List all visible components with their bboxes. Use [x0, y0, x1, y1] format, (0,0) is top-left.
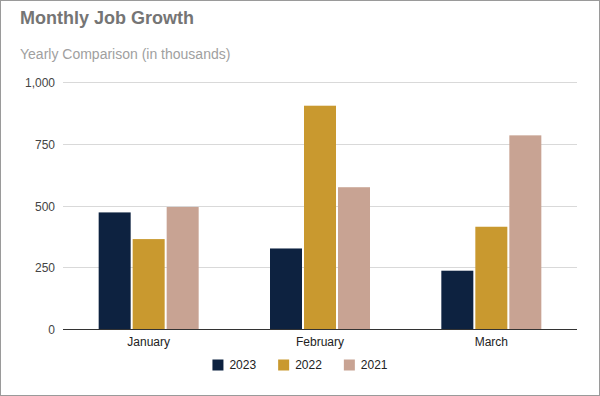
bar: [509, 135, 541, 329]
x-tick-label: March: [475, 335, 508, 349]
bar: [475, 227, 507, 329]
grid-line: [63, 82, 577, 83]
legend-label: 2023: [229, 358, 256, 372]
frame: [1, 1, 600, 396]
x-tick-label: January: [127, 335, 170, 349]
bar: [99, 212, 131, 329]
legend-label: 2022: [295, 358, 322, 372]
chart: Monthly Job Growth Yearly Comparison (in …: [0, 0, 600, 396]
x-tick-label: February: [296, 335, 344, 349]
legend: 2023 2022 2021: [212, 358, 387, 372]
y-tick-label: 500: [35, 200, 55, 214]
legend-swatch: [212, 360, 223, 371]
subtitle: Yearly Comparison (in thousands): [20, 46, 230, 62]
legend-label: 2021: [361, 358, 388, 372]
baseline: [63, 329, 577, 330]
y-tick-label: 0: [48, 323, 55, 337]
bar: [338, 187, 370, 329]
bars: [99, 106, 542, 329]
legend-swatch: [278, 360, 289, 371]
bar: [304, 106, 336, 329]
y-tick-label: 1,000: [25, 76, 55, 90]
y-tick-label: 750: [35, 138, 55, 152]
legend-swatch: [344, 360, 355, 371]
bar: [441, 271, 473, 329]
bar: [270, 248, 302, 329]
title: Monthly Job Growth: [20, 8, 194, 28]
bar: [133, 239, 165, 329]
bar: [167, 207, 199, 329]
page: {"chart_data": {"type": "bar", "title": …: [0, 0, 600, 396]
y-tick-label: 250: [35, 261, 55, 275]
